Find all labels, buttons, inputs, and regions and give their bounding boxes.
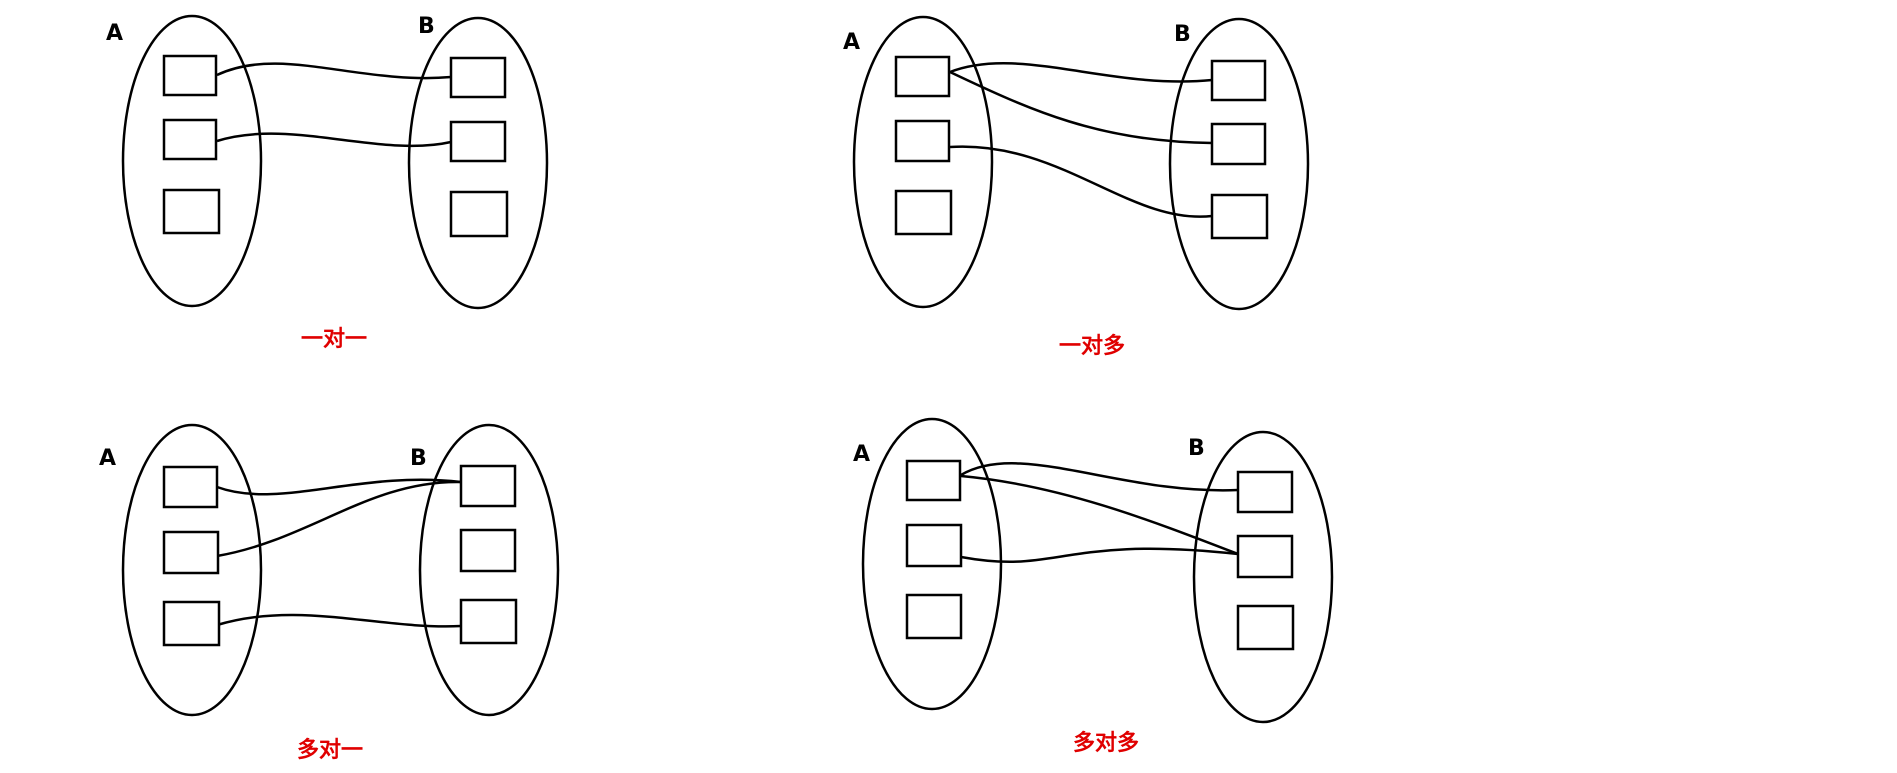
set-b-ellipse <box>1192 430 1334 724</box>
set-a-item-2 <box>894 119 951 163</box>
connection-line <box>216 613 462 628</box>
set-a-label: A <box>106 21 123 46</box>
set-a-item-2 <box>162 530 220 575</box>
set-b-item-1 <box>459 464 517 508</box>
set-a-label: A <box>843 30 860 55</box>
connection-line <box>960 547 1239 563</box>
diagram-many-to-one: A B 多对一 <box>99 423 560 763</box>
connection-line <box>216 132 452 148</box>
set-b-item-2 <box>449 120 507 163</box>
set-a-ellipse <box>852 15 994 309</box>
set-b-item-1 <box>1236 470 1294 514</box>
set-a-item-1 <box>162 465 219 509</box>
connection-line <box>960 474 1239 556</box>
set-a-ellipse <box>861 417 1003 711</box>
connection-line <box>216 480 462 558</box>
set-b-ellipse <box>1168 17 1310 311</box>
diagram-one-to-many: A B 一对多 <box>843 15 1310 359</box>
set-a-item-1 <box>162 54 218 97</box>
set-a-item-1 <box>905 459 962 502</box>
set-a-item-3 <box>162 188 221 235</box>
diagram-caption: 一对一 <box>301 327 367 352</box>
set-b-item-1 <box>449 56 507 99</box>
set-b-item-3 <box>449 190 509 238</box>
set-b-item-3 <box>1236 604 1295 651</box>
set-b-ellipse <box>407 16 549 310</box>
set-b-item-2 <box>1210 122 1267 166</box>
set-a-item-3 <box>905 593 963 640</box>
connection-line <box>949 61 1213 83</box>
set-b-item-3 <box>459 598 518 645</box>
connection-line <box>949 145 1213 218</box>
diagram-one-to-one: A B 一对一 <box>106 14 549 352</box>
diagram-caption: 一对多 <box>1059 333 1125 359</box>
set-a-item-2 <box>162 118 218 161</box>
set-a-ellipse <box>121 14 263 308</box>
set-b-item-2 <box>1236 534 1294 579</box>
set-b-item-1 <box>1210 59 1267 102</box>
set-a-ellipse <box>121 423 263 717</box>
set-b-label: B <box>410 446 427 471</box>
set-b-label: B <box>1188 436 1205 461</box>
set-a-item-3 <box>162 600 221 647</box>
set-b-label: B <box>1174 22 1191 47</box>
set-a-item-3 <box>894 189 953 236</box>
set-a-item-2 <box>905 523 963 568</box>
set-b-item-2 <box>459 528 517 573</box>
set-a-item-1 <box>894 55 951 98</box>
connection-line <box>216 62 452 80</box>
diagram-caption: 多对多 <box>1073 730 1139 756</box>
set-a-label: A <box>853 442 870 467</box>
connection-line <box>216 478 462 496</box>
set-b-item-3 <box>1210 193 1269 240</box>
set-b-ellipse <box>418 423 560 717</box>
connection-line <box>949 70 1213 145</box>
connection-line <box>960 462 1239 492</box>
diagram-caption: 多对一 <box>297 737 363 763</box>
set-b-label: B <box>418 14 435 39</box>
diagram-many-to-many: A B 多对多 <box>853 417 1334 756</box>
set-a-label: A <box>99 446 116 471</box>
